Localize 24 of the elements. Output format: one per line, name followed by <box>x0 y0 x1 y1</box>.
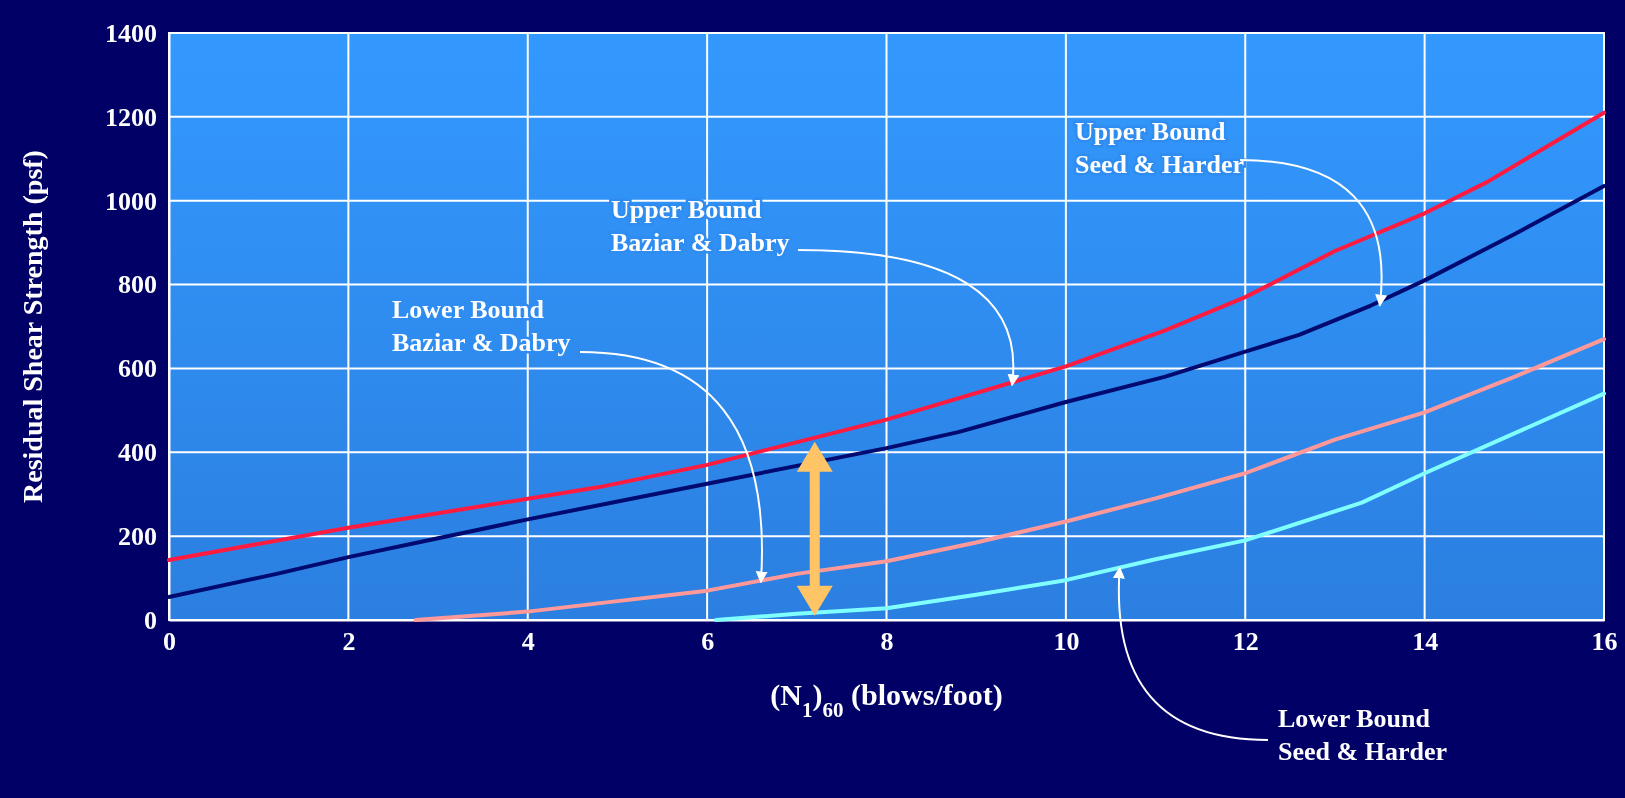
x-tick-label: 10 <box>1053 627 1080 657</box>
x-tick-label: 0 <box>163 627 176 657</box>
y-tick-label: 0 <box>144 605 157 635</box>
x-axis-title: (N$_{1}$)$_{60}$ (blows/foot) <box>770 678 1003 722</box>
annotation: Lower Bound Seed & Harder <box>1278 704 1447 766</box>
line-series <box>714 391 1606 622</box>
y-tick-label: 400 <box>118 438 157 468</box>
x-tick-label: 14 <box>1412 627 1439 657</box>
line-series <box>167 110 1606 563</box>
line-series <box>167 184 1606 599</box>
x-tick-label: 6 <box>701 627 715 657</box>
y-tick-label: 800 <box>118 270 157 300</box>
y-tick-label: 1200 <box>105 102 157 132</box>
y-axis-title: Residual Shear Strength (psf) <box>17 150 48 503</box>
x-tick-label: 4 <box>521 627 535 657</box>
x-tick-label: 12 <box>1232 627 1259 657</box>
y-tick-label: 200 <box>118 521 157 551</box>
y-tick-label: 600 <box>118 354 157 384</box>
x-tick-label: 16 <box>1591 627 1618 657</box>
y-tick-label: 1000 <box>105 186 157 216</box>
x-tick-label: 2 <box>342 627 356 657</box>
annotation: Upper Bound Seed & Harder <box>1075 117 1244 179</box>
y-tick-label: 1400 <box>105 18 157 48</box>
x-tick-label: 8 <box>880 627 894 657</box>
